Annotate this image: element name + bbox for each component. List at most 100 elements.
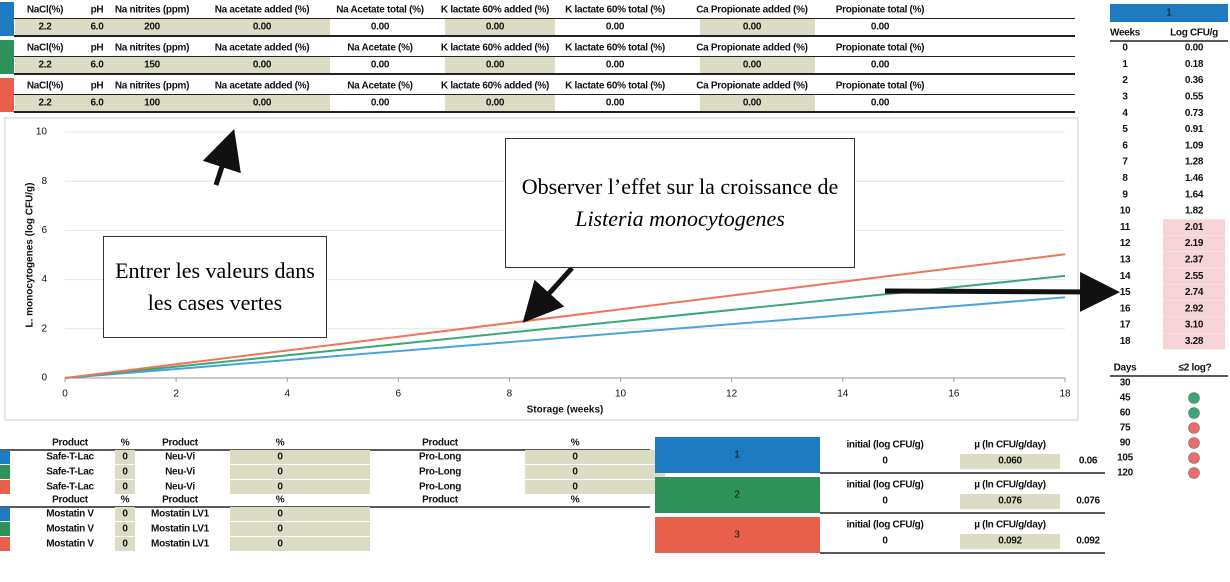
scenario-marker xyxy=(0,537,10,551)
cell-value: 0 xyxy=(122,509,128,520)
week: 2 xyxy=(1122,75,1128,86)
day: 60 xyxy=(1120,408,1131,419)
log-value: 0.36 xyxy=(1185,75,1204,86)
highlight-cell xyxy=(1163,333,1225,350)
scenario-marker xyxy=(0,522,10,536)
cell-value: Safe-T-Lac xyxy=(46,482,94,493)
input-cell xyxy=(230,522,370,536)
value-cell xyxy=(960,454,1060,469)
cell-value: Mostatin LV1 xyxy=(151,524,210,535)
cell-value: 0 xyxy=(882,456,888,467)
y-tick-label: 8 xyxy=(41,176,47,187)
log-value: 0.73 xyxy=(1185,108,1204,119)
input-cell xyxy=(230,465,370,479)
cell-value: Neu-Vi xyxy=(165,467,195,478)
cell-value: 0.00 xyxy=(371,60,390,71)
log-value: 1.46 xyxy=(1185,173,1204,184)
annotation: Entrer les valeurs dans les cases vertes xyxy=(115,258,315,315)
highlight-cell xyxy=(1163,268,1225,285)
week: 1 xyxy=(1122,59,1128,70)
input-cell xyxy=(115,57,230,73)
cell-value: 6.0 xyxy=(90,60,104,71)
column-header: Weeks xyxy=(1110,28,1141,39)
column-header: µ (ln CFU/g/day) xyxy=(974,520,1046,531)
cell-value: 0.00 xyxy=(606,22,625,33)
scenario-marker xyxy=(0,480,10,494)
highlight-cell xyxy=(1163,219,1225,236)
log-value: 0.00 xyxy=(1185,43,1204,54)
log-value: 1.28 xyxy=(1185,157,1204,168)
cell-value: Safe-T-Lac xyxy=(46,467,94,478)
cell-value: 0 xyxy=(122,482,128,493)
cell-value: Mostatin V xyxy=(46,509,94,520)
cell-value: 0 xyxy=(122,467,128,478)
input-cell xyxy=(700,57,815,73)
x-tick-label: 0 xyxy=(62,389,68,400)
y-tick-label: 0 xyxy=(41,373,47,384)
cell-value: 2.2 xyxy=(38,98,52,109)
cell-value: 0 xyxy=(882,496,888,507)
column-header: % xyxy=(276,438,285,449)
log-value: 0.55 xyxy=(1185,92,1204,103)
highlight-cell xyxy=(1163,284,1225,301)
cell-value: Mostatin LV1 xyxy=(151,509,210,520)
week: 3 xyxy=(1122,92,1128,103)
cell-value: 0 xyxy=(277,482,283,493)
cell-value: Neu-Vi xyxy=(165,482,195,493)
input-cell xyxy=(230,19,330,35)
column-header: Na acetate added (%) xyxy=(215,43,310,54)
column-header: Na nitrites (ppm) xyxy=(115,43,189,54)
column-header: % xyxy=(571,438,580,449)
cell-value: 0.00 xyxy=(606,98,625,109)
cell-value: 0 xyxy=(122,524,128,535)
column-header: Product xyxy=(162,438,199,449)
input-cell xyxy=(115,95,230,111)
x-tick-label: 6 xyxy=(396,389,402,400)
status-dot xyxy=(1188,422,1200,434)
input-cell xyxy=(525,465,665,479)
input-cell xyxy=(115,507,135,521)
x-tick-label: 8 xyxy=(507,389,513,400)
input-cell xyxy=(445,95,555,111)
arrow xyxy=(202,128,241,186)
column-header: Propionate total (%) xyxy=(836,5,924,16)
scenario-marker xyxy=(0,2,14,36)
column-header: Na nitrites (ppm) xyxy=(115,5,189,16)
rate-value: 0.092 xyxy=(1076,536,1100,547)
cell-value: 0.092 xyxy=(998,536,1022,547)
input-cell xyxy=(230,537,370,551)
input-cell xyxy=(230,95,330,111)
cell-value: Safe-T-Lac xyxy=(46,452,94,463)
cell-value: 0.00 xyxy=(871,22,890,33)
day: 75 xyxy=(1120,423,1131,434)
cell-value: 6.0 xyxy=(90,98,104,109)
annotation: Observer l’effet sur la croissance de xyxy=(521,174,839,199)
week: 10 xyxy=(1120,206,1131,217)
cell-value: 150 xyxy=(144,60,161,71)
input-cell xyxy=(15,95,115,111)
column-header: Product xyxy=(52,495,89,506)
week: 5 xyxy=(1122,124,1128,135)
week: 14 xyxy=(1120,271,1131,282)
column-header: µ (ln CFU/g/day) xyxy=(974,440,1046,451)
log-value: 2.19 xyxy=(1185,238,1204,249)
cell-value: 0 xyxy=(572,452,578,463)
cell-value: 0 xyxy=(277,452,283,463)
input-cell xyxy=(115,522,135,536)
y-axis-label: L. monocytogenes (log CFU/g) xyxy=(25,183,36,328)
input-cell xyxy=(445,19,555,35)
input-cell xyxy=(115,19,230,35)
status-dot xyxy=(1188,437,1200,449)
cell-value: 0 xyxy=(277,509,283,520)
cell-value: 0 xyxy=(572,482,578,493)
column-header: Na Acetate total (%) xyxy=(336,5,424,16)
day: 45 xyxy=(1120,393,1131,404)
input-cell xyxy=(700,95,815,111)
highlight-cell xyxy=(1163,251,1225,268)
y-tick-label: 4 xyxy=(41,274,47,285)
cell-value: 0 xyxy=(277,467,283,478)
highlight-cell xyxy=(1163,235,1225,252)
column-header: Na acetate added (%) xyxy=(215,81,310,92)
input-cell xyxy=(230,450,370,464)
column-header: ≤2 log? xyxy=(1179,363,1212,374)
